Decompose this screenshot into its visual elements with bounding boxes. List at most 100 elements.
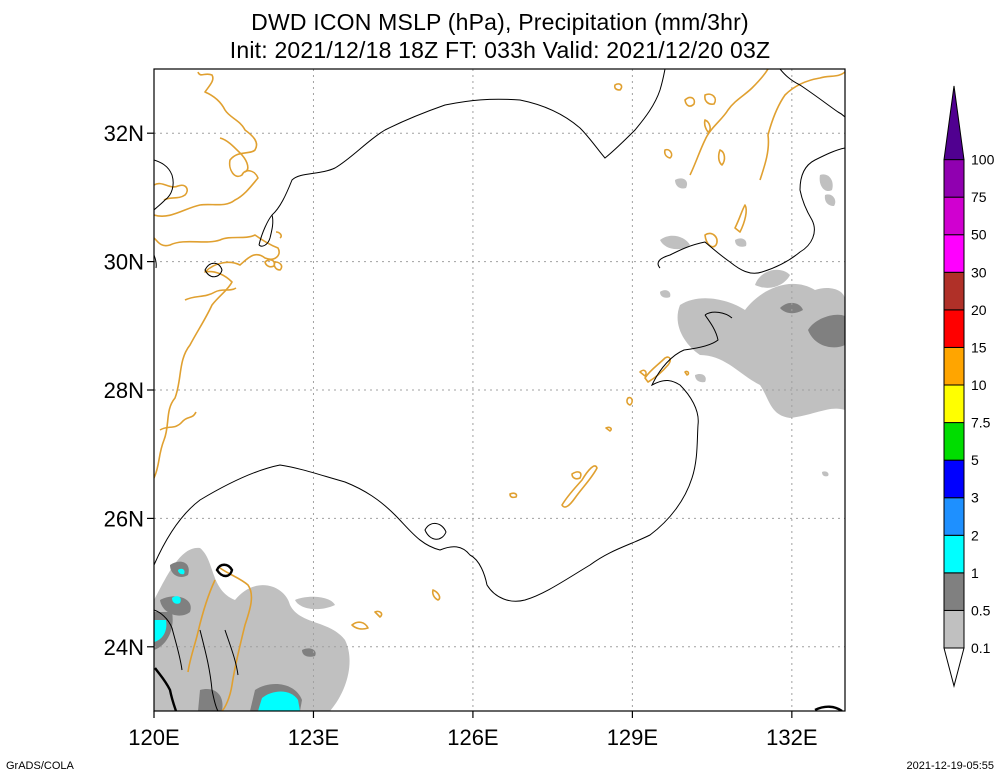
coastline-japan-5: [704, 93, 717, 105]
coastline-japan-3: [663, 148, 673, 159]
colorbar-swatch: [943, 497, 965, 536]
colorbar-swatch: [943, 572, 965, 611]
colorbar-label: 7.5: [971, 415, 991, 431]
map-title: DWD ICON MSLP (hPa), Precipitation (mm/3…: [251, 9, 749, 35]
coastline-china-south: [184, 287, 237, 301]
island-amami: [639, 369, 647, 377]
isobar-closed-small: [204, 262, 223, 278]
colorbar-over-arrow: [943, 85, 965, 161]
colorbar-label: 10: [971, 377, 987, 393]
precip-core-sw-6: [198, 689, 223, 711]
precip-area-east-10: [822, 471, 829, 477]
isobar-ne-1: [704, 311, 733, 319]
lat-lon-grid: [154, 69, 845, 711]
colorbar-swatch: [943, 459, 965, 499]
isobar-se-corner: [814, 705, 843, 711]
isobar-closed-low: [215, 563, 234, 578]
isobar-sw-1: [154, 609, 183, 671]
precip-core-east-1: [808, 314, 845, 348]
map-subtitle: Init: 2021/12/18 18Z FT: 033h Valid: 202…: [229, 37, 771, 63]
coastline-kyushu: [704, 232, 718, 248]
island-zhoushan-2: [273, 261, 283, 271]
isobar-west-1: [154, 159, 174, 211]
island-daito: [626, 396, 633, 406]
colorbar-label: 0.5: [971, 602, 991, 618]
isobar-south: [154, 314, 719, 602]
precip-cell-1mm-b: [172, 596, 181, 604]
precip-core-sw-5: [302, 648, 316, 657]
precip-cell-1mm-c: [178, 568, 185, 575]
colorbar-swatch: [943, 309, 965, 348]
colorbar-swatch: [943, 234, 965, 273]
axes: 120E 123E 126E 129E 132E 24N 26N 28N 30N 32N: [104, 121, 818, 750]
precip-area-east-7: [824, 194, 836, 206]
isobars: [154, 69, 845, 711]
colorbar-swatch: [943, 159, 965, 198]
island-miyako: [561, 465, 598, 508]
isobar-main: [258, 69, 666, 246]
isobar-ne-3: [779, 69, 845, 118]
isobar-ne-2: [657, 147, 845, 274]
colorbar-label: 3: [971, 490, 979, 506]
colorbar-label: 50: [971, 227, 987, 243]
precip-area-east: [677, 283, 845, 418]
precipitation-colorbar: 0.1 0.5 1 2 3 5 7.5 10 15 20 30 50 75 100: [943, 85, 995, 688]
coastline-kyushu-2: [734, 204, 747, 233]
precip-cell-1mm-d: [258, 691, 300, 711]
colorbar-under-arrow: [943, 647, 965, 688]
isobar-sw-2: [199, 629, 219, 711]
coastline-taiwan-west: [187, 579, 216, 673]
colorbar-label: 5: [971, 452, 979, 468]
tick-label-lon: 129E: [607, 725, 658, 750]
tick-label-lat: 30N: [104, 250, 144, 275]
colorbar-swatch: [943, 271, 965, 311]
precipitation-shading: [154, 174, 845, 711]
isobar-sw-4: [154, 667, 178, 711]
colorbar-swatch: [943, 384, 965, 424]
colorbar-label: 100: [971, 152, 995, 168]
island-zhoushan-3: [275, 231, 282, 239]
island-small-5: [684, 370, 690, 376]
island-zhoushan-1: [264, 259, 276, 268]
precip-area-east-9: [695, 373, 706, 383]
precip-area-east-5: [675, 178, 688, 189]
colorbar-swatch: [943, 196, 965, 236]
coastline-taiwan: [219, 567, 253, 711]
colorbar-label: 15: [971, 339, 987, 355]
precip-area-east-4: [660, 290, 671, 298]
tick-label-lon: 123E: [288, 725, 339, 750]
colorbar-swatch: [943, 346, 965, 386]
coastline-japan-6: [613, 83, 623, 91]
coastline-japan-7: [717, 149, 726, 166]
colorbar-label: 75: [971, 189, 987, 205]
precip-area-east-2: [755, 269, 790, 288]
coastline-china-ningbo: [219, 137, 249, 173]
precip-area-east-8: [735, 238, 747, 247]
colorbar-swatch: [943, 534, 965, 574]
coastline-china-fujian: [159, 411, 197, 431]
island-small-1: [605, 426, 612, 432]
island-small-4: [374, 610, 383, 618]
tick-label-lon: 120E: [128, 725, 179, 750]
precip-area-sw-3: [295, 596, 335, 610]
colorbar-label: 30: [971, 264, 987, 280]
colorbar-swatch: [943, 609, 965, 649]
colorbar-label: 0.1: [971, 640, 991, 656]
isobar-main-west: [258, 214, 274, 247]
isobar-closed-1018: [424, 523, 447, 540]
island-okinawa: [644, 356, 671, 383]
coastlines: [154, 69, 845, 711]
tick-label-lat: 28N: [104, 378, 144, 403]
tick-label-lat: 26N: [104, 506, 144, 531]
colorbar-swatch: [943, 422, 965, 461]
island-yonaguni: [509, 492, 518, 499]
colorbar-label: 20: [971, 302, 987, 318]
precip-core-sw-2: [160, 596, 191, 616]
coastline-japan-4: [684, 96, 696, 107]
precip-core-east-2: [780, 302, 803, 314]
precip-area-east-6: [819, 174, 833, 192]
coastline-japan-8: [703, 119, 711, 133]
island-ishigaki: [571, 471, 582, 480]
colorbar-label: 1: [971, 565, 979, 581]
